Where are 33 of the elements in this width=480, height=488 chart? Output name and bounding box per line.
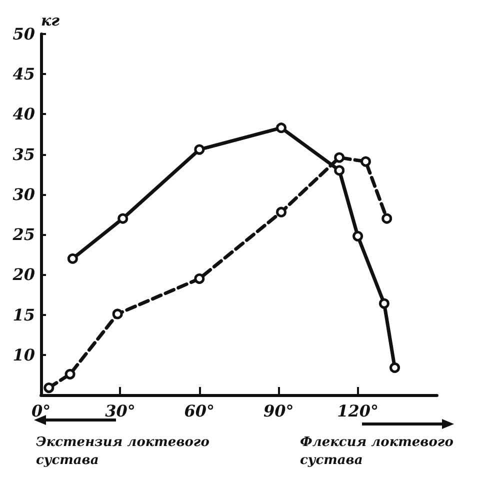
y-tick-label: 35 — [12, 144, 35, 164]
point — [334, 165, 345, 176]
point — [334, 152, 345, 163]
text: Флексия локтевого сустава — [300, 434, 454, 470]
y-tick-label: 30 — [12, 184, 35, 204]
y-tick-label: 40 — [12, 104, 35, 124]
y-axis-title: кг — [41, 12, 60, 30]
point — [67, 253, 78, 264]
point — [352, 230, 364, 242]
point — [378, 298, 390, 309]
point — [194, 144, 205, 155]
y-tick-label: 50 — [12, 24, 35, 44]
point — [276, 122, 286, 134]
point — [276, 206, 286, 218]
x-tick-label: 0° — [31, 402, 51, 420]
x-tick-label: 30° — [105, 402, 136, 420]
x-tick-label: 120° — [337, 402, 379, 420]
y-tick-label: 15 — [12, 305, 35, 324]
text: Экстензия локтевого сустава — [36, 434, 210, 470]
x-tick-label: 90° — [263, 402, 294, 420]
point — [382, 213, 392, 224]
y-tick-label: 10 — [12, 345, 35, 364]
point — [44, 382, 54, 394]
y-tick-label: 20 — [12, 265, 35, 284]
point — [112, 308, 123, 320]
y-tick-label: 25 — [12, 225, 35, 244]
x-tick-label: 60° — [184, 402, 215, 420]
point — [194, 273, 205, 284]
point — [360, 156, 371, 167]
point — [390, 362, 400, 373]
y-tick-label: 45 — [12, 64, 35, 84]
point — [118, 213, 128, 224]
point — [64, 368, 76, 380]
